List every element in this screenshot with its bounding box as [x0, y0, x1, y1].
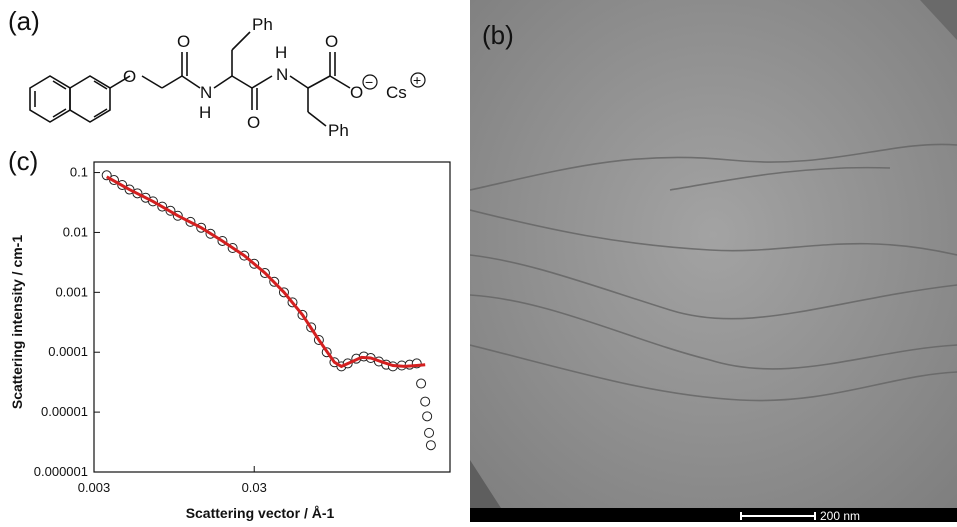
- atom-ph-1: Ph: [252, 15, 273, 34]
- atom-n-2: N: [276, 65, 288, 84]
- atom-h-1: H: [199, 103, 211, 122]
- charge-minus-circle: [362, 74, 378, 90]
- panel-c: (c) 0.1 0.01 0.001 0.0001 0.00001 0.000001 0.…: [0, 140, 468, 522]
- data-point: [420, 396, 431, 407]
- fit-line: [105, 175, 426, 369]
- fiber-1: [470, 143, 957, 191]
- grid-corner-bottom-left: [470, 460, 510, 522]
- fiber-2: [470, 209, 957, 256]
- tem-fibers: [470, 0, 957, 522]
- scale-bar-tick-right: [814, 512, 816, 520]
- x-tick-label: 0.03: [242, 480, 267, 495]
- panel-c-label: (c): [8, 146, 39, 176]
- scale-bar-label: 200 nm: [820, 509, 861, 522]
- fiber-5: [470, 344, 957, 402]
- x-axis-title: Scattering vector / Å-1: [186, 505, 335, 521]
- data-point: [422, 411, 433, 422]
- scale-bar-tick-left: [740, 512, 742, 520]
- y-tick-label: 0.0001: [48, 344, 88, 359]
- charge-plus-circle: [410, 72, 426, 88]
- data-point: [425, 440, 436, 451]
- scale-bar-strip: [470, 508, 957, 522]
- data-point: [416, 378, 427, 389]
- fiber-4: [470, 294, 957, 370]
- atom-o-carboxyl: O: [325, 32, 338, 51]
- y-tick-label: 0.00001: [41, 404, 88, 419]
- y-tick-label: 0.01: [63, 224, 88, 239]
- charge-minus: −: [365, 74, 373, 90]
- chemical-structure: O O H N Ph H N O O O − Cs + Ph: [29, 15, 426, 140]
- fiber-3: [470, 254, 957, 320]
- atom-o-anion: O: [350, 83, 363, 102]
- scale-bar: [740, 515, 815, 517]
- atom-o-carbonyl-1: O: [177, 32, 190, 51]
- panel-b-label: (b): [482, 20, 514, 50]
- y-axis-title: Scattering intensity / cm-1: [9, 235, 25, 409]
- y-tick-label: 0.001: [55, 284, 88, 299]
- panel-a-label: (a): [8, 6, 40, 36]
- tem-background: [470, 0, 957, 522]
- grid-corner-top-right: [920, 0, 957, 40]
- charge-plus: +: [413, 72, 421, 88]
- atom-o-ether: O: [123, 67, 136, 86]
- atom-n-1: N: [200, 83, 212, 102]
- atom-o-carbonyl-2: O: [247, 113, 260, 132]
- x-tick-label: 0.003: [78, 480, 111, 495]
- atom-h-2: H: [275, 43, 287, 62]
- atom-ph-2: Ph: [328, 121, 349, 140]
- fiber-6: [669, 166, 891, 191]
- panel-b-tem-image: (b) 200 nm: [470, 0, 957, 522]
- y-tick-label: 0.000001: [34, 464, 88, 479]
- scattering-chart: 0.1 0.01 0.001 0.0001 0.00001 0.000001 0.003 0…: [9, 161, 451, 521]
- data-point: [424, 427, 435, 438]
- atom-cs: Cs: [386, 83, 407, 102]
- y-tick-label: 0.1: [70, 165, 88, 180]
- panel-a: (a): [0, 0, 468, 140]
- plot-frame: [93, 161, 451, 473]
